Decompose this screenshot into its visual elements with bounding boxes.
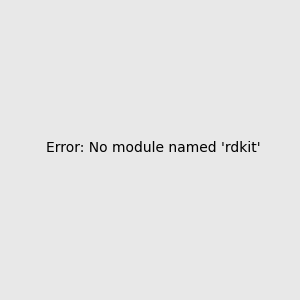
Text: Error: No module named 'rdkit': Error: No module named 'rdkit' [46,140,261,154]
